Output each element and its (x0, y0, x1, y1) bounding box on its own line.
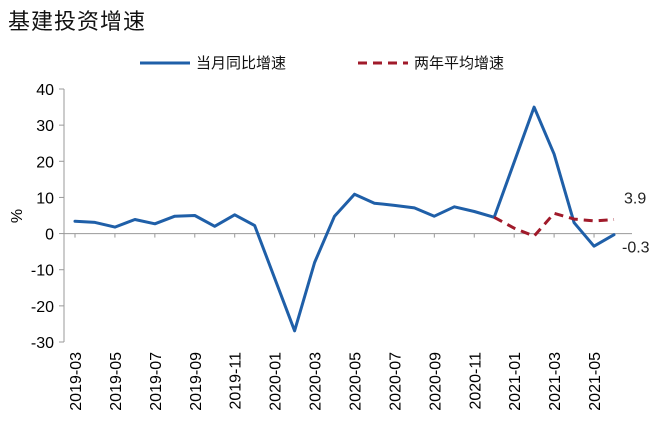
x-tick-label: 2020-07 (387, 352, 404, 411)
x-tick-label: 2021-01 (507, 352, 524, 411)
x-tick-label: 2021-03 (547, 352, 564, 411)
x-tick-label: 2020-09 (427, 352, 444, 411)
x-tick-label: 2019-03 (68, 352, 85, 411)
series-line-1 (73, 105, 616, 333)
x-tick-label: 2020-11 (467, 352, 484, 410)
legend: 当月同比增速 两年平均增速 (140, 54, 504, 72)
x-tick-label: 2021-05 (587, 352, 604, 411)
x-tick-label: 2019-11 (228, 352, 245, 410)
legend-label-series-1: 当月同比增速 (196, 54, 286, 72)
x-tick-label: 2020-05 (347, 352, 364, 411)
y-tick-label: -30 (31, 335, 54, 352)
x-tick-label: 2020-01 (268, 352, 285, 411)
x-tick-label: 2019-05 (108, 352, 125, 411)
axes: 40 30 20 10 0 -10 -20 -30 2019-03 2019-05 2019-07 2… (31, 82, 632, 411)
x-tick-label: 2019-09 (188, 352, 205, 411)
data-label: -0.3 (622, 240, 650, 257)
series-line-2 (493, 211, 615, 238)
y-tick-label: -20 (31, 299, 54, 316)
y-axis-label: % (9, 209, 26, 223)
plot-area: 3.9 -0.3 (73, 105, 650, 333)
y-tick-label: 40 (36, 82, 54, 99)
data-label: 3.9 (624, 190, 646, 207)
legend-label-series-2: 两年平均增速 (414, 54, 504, 72)
chart-title: 基建投资增速 (8, 10, 147, 35)
y-tick-label: 10 (36, 190, 54, 207)
y-tick-label: 0 (45, 227, 54, 244)
y-tick-label: -10 (31, 263, 54, 280)
x-tick-label: 2019-07 (148, 352, 165, 411)
x-tick-label: 2020-03 (308, 352, 325, 411)
y-tick-label: 30 (36, 118, 54, 135)
y-tick-label: 20 (36, 154, 54, 171)
